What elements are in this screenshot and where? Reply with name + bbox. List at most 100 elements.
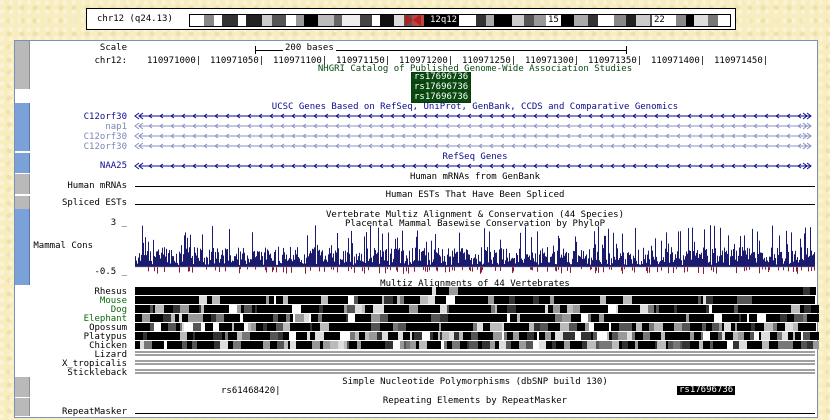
conservation-bar [311,253,312,267]
conservation-bar [281,263,282,267]
alignment-block [619,341,622,349]
conservation-bar [663,257,664,267]
genome-browser-panel[interactable]: Scale 200 bases chr12: 110971000| 1109710… [14,40,819,418]
alignment-block [369,287,377,295]
alignment-block [333,305,335,313]
gene-label-c12orf30[interactable]: C12orf30 [83,142,127,152]
conservation-bar [803,260,804,267]
conservation-wiggle-plot[interactable] [135,225,815,277]
conservation-bar [506,248,507,267]
alignment-block [794,296,798,304]
conservation-bar [691,259,692,267]
conservation-bar [671,247,672,267]
gene-label-naa25[interactable]: NAA25 [99,161,127,171]
conservation-bar [612,263,613,267]
conservation-bar [610,264,611,267]
alignment-block [211,314,216,322]
snp-item-rs61468420[interactable]: rs61468420| [221,386,281,396]
alignment-block [623,287,630,295]
conservation-bar [526,254,527,267]
ruler-gutter-button[interactable] [15,41,30,89]
alignment-block [272,287,274,295]
alignment-block [760,296,764,304]
conservation-negative-bar [744,267,745,272]
alignment-block [473,305,479,313]
alignment-block [283,332,289,340]
conservation-bar [402,230,403,267]
snp-gutter-button[interactable] [15,377,30,397]
conservation-bar [196,255,197,267]
alignment-block [135,287,137,295]
alignment-block [813,296,815,304]
alignment-block [161,341,164,349]
alignment-block [499,341,506,349]
mrna-gutter-button[interactable] [15,174,30,194]
ucsc-genes-gutter-button[interactable] [15,103,30,151]
alignment-block [501,296,509,304]
conservation-bar [222,250,223,267]
alignment-block [212,296,220,304]
alignment-block [424,323,431,331]
alignment-block [257,305,262,313]
gene-label-nap1[interactable]: nap1 [105,122,127,132]
chromosome-ideogram[interactable]: chr12 (q24.13) [86,8,736,30]
conservation-bar [622,233,623,267]
multiz-species-mouse: Mouse [99,296,127,306]
alignment-block [289,305,292,313]
conservation-negative-bar [480,267,481,274]
conservation-negative-bar [746,267,747,271]
alignment-block [469,341,478,349]
gene-model-c12orf30-alt2[interactable] [134,142,812,150]
alignment-block [406,323,415,331]
conservation-bar [329,247,330,267]
alignment-block [404,296,411,304]
scale-bar [255,50,627,51]
conservation-bar [449,256,450,267]
gwas-snp-item[interactable]: rs17696736 [411,92,472,103]
conservation-bar [617,248,618,267]
alignment-block [236,287,243,295]
conservation-gutter-button[interactable] [15,209,30,285]
conservation-bar [157,251,158,267]
refseq-gene-model[interactable] [134,162,815,172]
conservation-negative-bar [603,267,604,273]
multiz-alignment-blocks[interactable] [135,287,819,377]
conservation-bar [395,238,396,267]
alignment-block [680,341,682,349]
repeatmasker-gutter-button[interactable] [15,398,30,416]
snp-item-rs17696736[interactable]: rs17696736 [677,385,736,395]
conservation-negative-bar [247,267,248,270]
conservation-bar [419,249,420,267]
alignment-block [365,296,372,304]
alignment-block [438,332,440,340]
conservation-bar [563,248,564,267]
ucsc-gene-models[interactable] [134,112,815,163]
gene-model-nap1[interactable] [134,122,812,130]
alignment-block [182,323,184,331]
conservation-bar [300,262,301,267]
conservation-bar [706,249,707,267]
conservation-bar [812,255,813,267]
gene-model-naa25[interactable] [134,162,812,170]
gene-label-c12orf30[interactable]: C12orf30 [83,132,127,142]
gene-model-c12orf30[interactable] [134,112,812,120]
conservation-bar [226,249,227,267]
gene-label-c12orf30[interactable]: C12orf30 [83,112,127,122]
refseq-gutter-button[interactable] [15,153,30,173]
alignment-block [171,332,174,340]
conservation-bar [665,248,666,267]
alignment-block [178,287,181,295]
alignment-block [289,332,293,340]
ideogram-bar[interactable]: 12q12 15 22 [189,14,731,27]
gene-model-c12orf30-alt1[interactable] [134,132,812,140]
alignment-block [193,296,195,304]
alignment-block [283,296,288,304]
alignment-block [310,332,315,340]
alignment-block [335,305,344,313]
alignment-block [454,332,459,340]
conservation-bar [543,253,544,267]
alignment-block [269,296,274,304]
conservation-bar [216,258,217,267]
conservation-bar [308,256,309,267]
conservation-bar [779,235,780,267]
